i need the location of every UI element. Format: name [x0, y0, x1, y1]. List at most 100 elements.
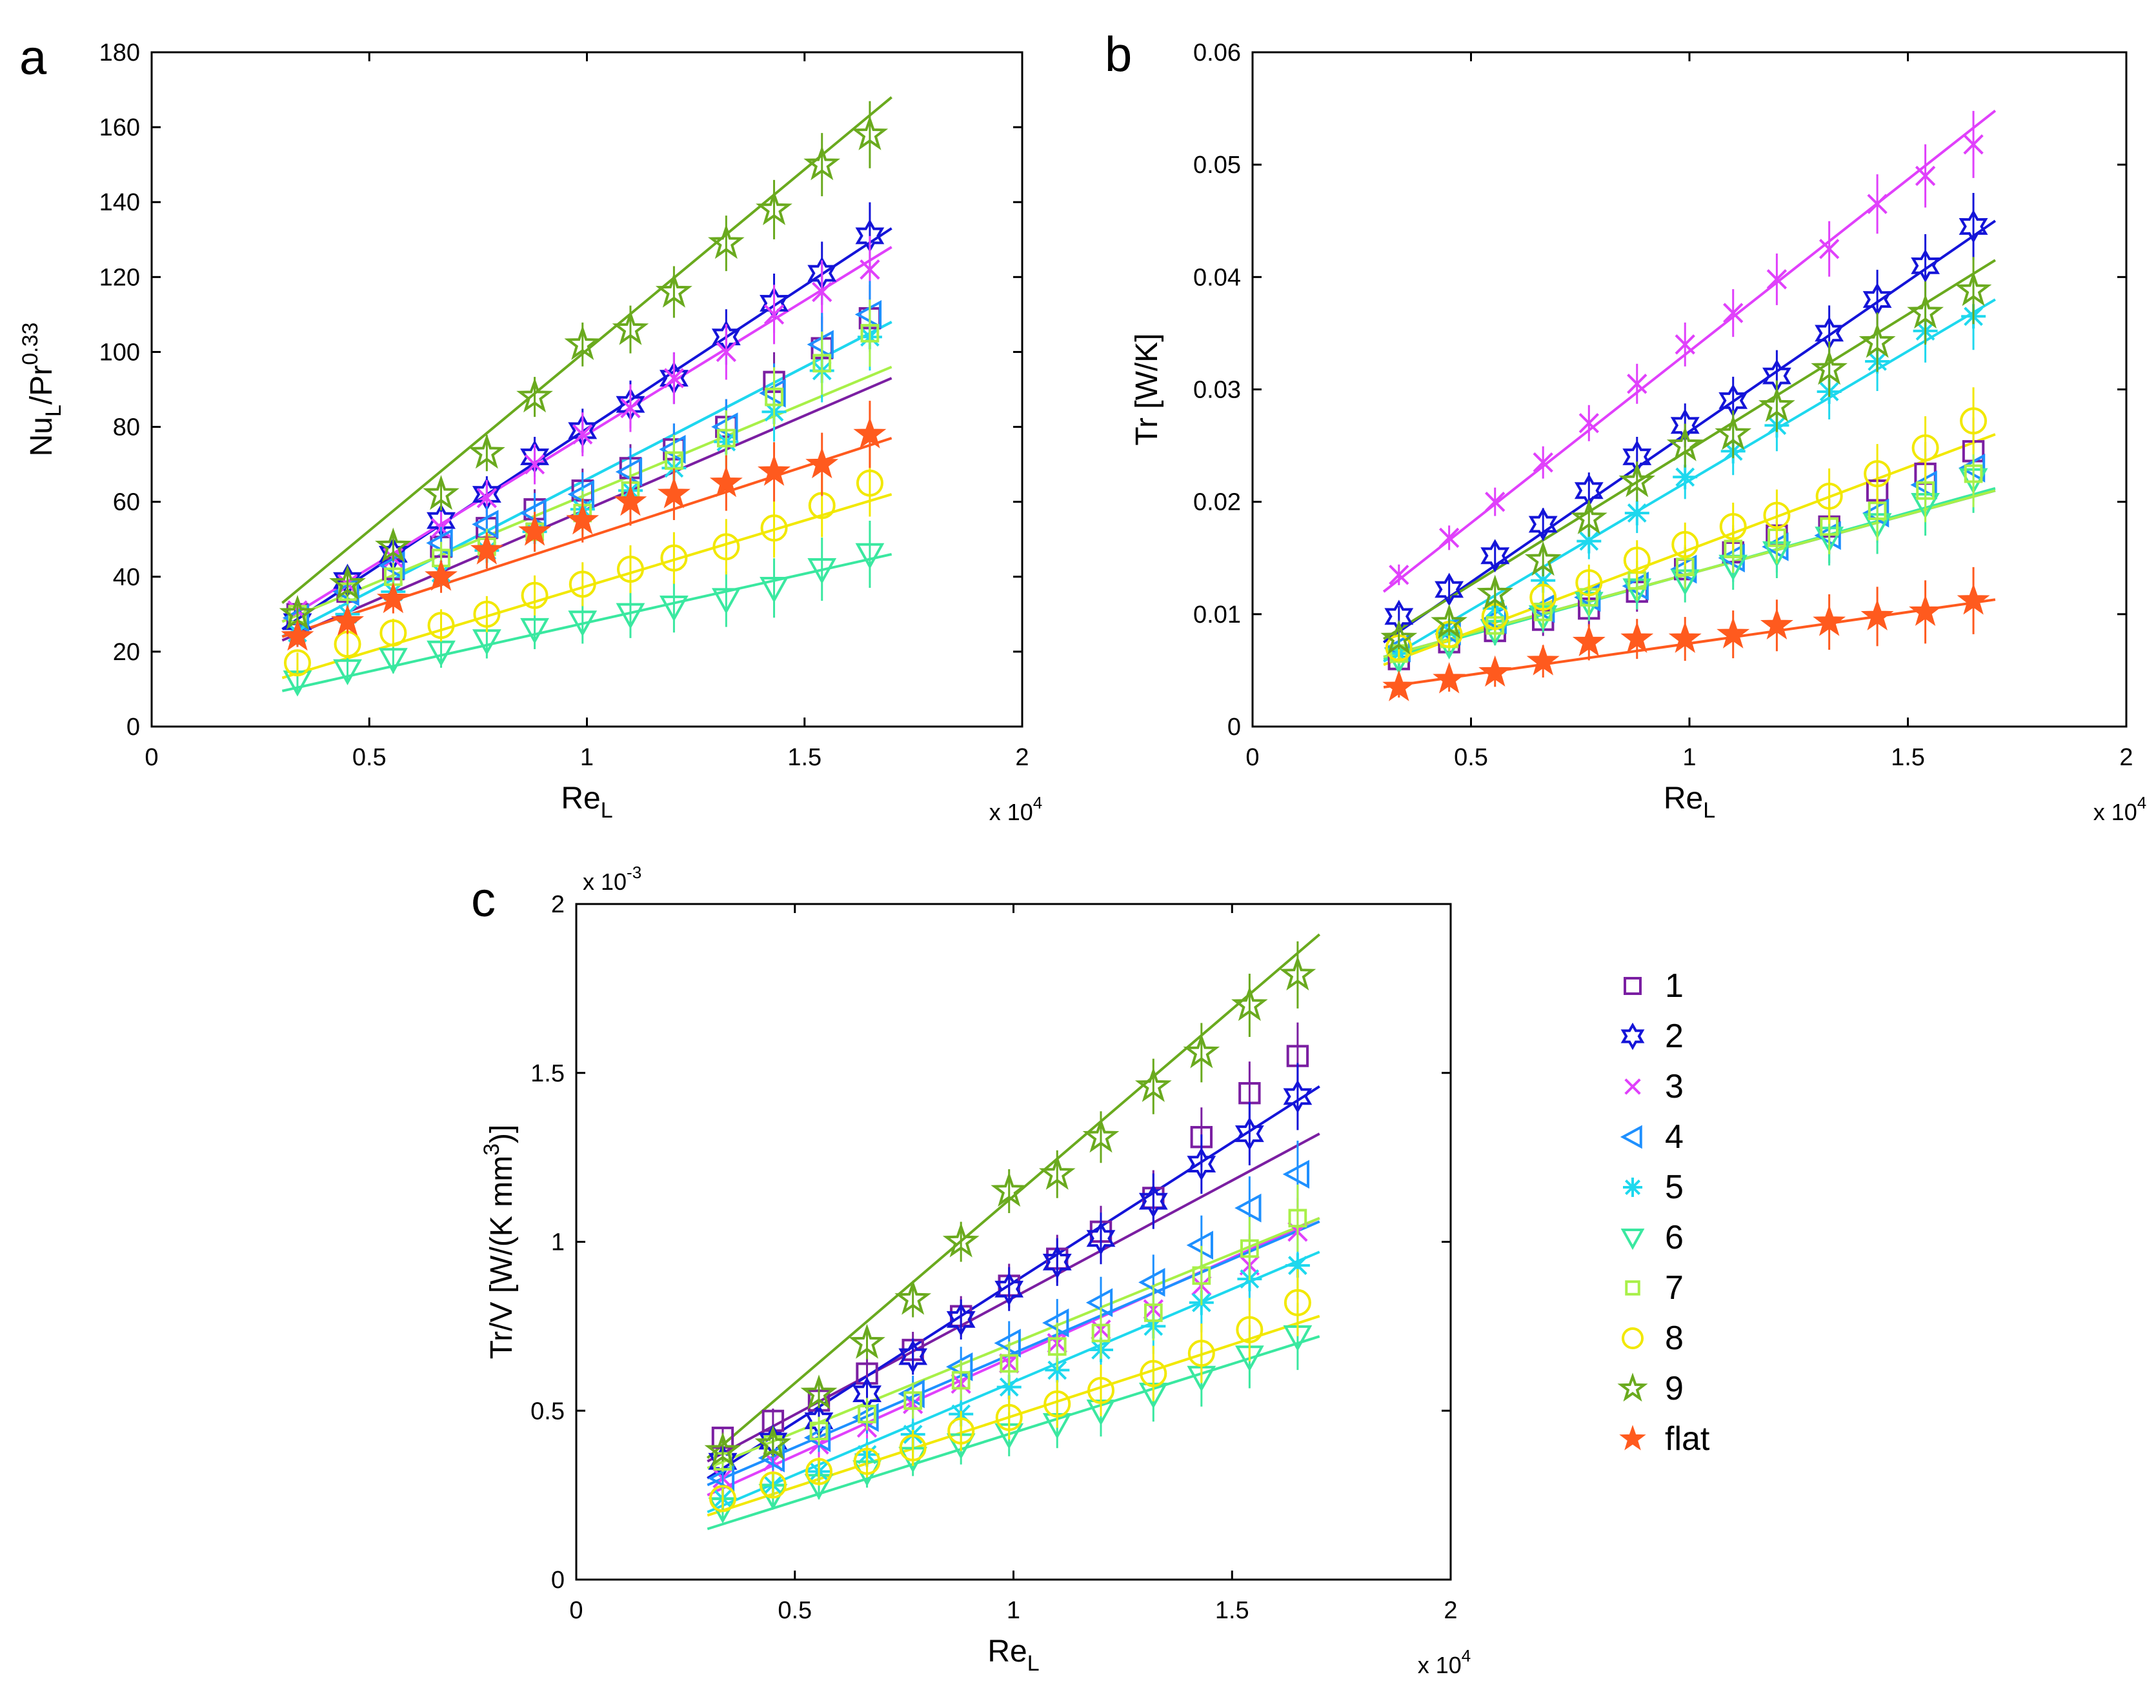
- data-point-flat: [566, 503, 599, 535]
- y-tick-label: 40: [113, 564, 140, 591]
- legend-label-6: 6: [1665, 1219, 1684, 1256]
- x-tick-label: 1.5: [1215, 1597, 1249, 1624]
- data-point-7: [716, 428, 736, 448]
- plot-frame-b: [1251, 51, 2128, 728]
- data-point-5: [1531, 568, 1556, 593]
- legend-marker-shape-6: [1620, 1229, 1645, 1251]
- data-point-3: [1867, 194, 1888, 214]
- y-tick-label: 2: [551, 891, 565, 918]
- data-point-3: [860, 259, 880, 280]
- data-point-3: [1766, 269, 1788, 290]
- data-point-8: [1960, 407, 1988, 435]
- data-point-3: [1723, 303, 1744, 323]
- legend-label-flat: flat: [1665, 1420, 1710, 1458]
- data-point-8: [1575, 569, 1603, 597]
- data-point-2: [1911, 249, 1940, 283]
- data-point-5: [996, 1374, 1022, 1400]
- data-point-7: [812, 354, 832, 373]
- data-point-flat: [1717, 617, 1750, 648]
- x-tick-label: 0.5: [778, 1597, 812, 1624]
- data-point-9: [708, 224, 745, 259]
- fit-line-5: [281, 321, 892, 638]
- legend-marker-shape-1: [1624, 977, 1642, 995]
- data-point-5: [1624, 501, 1649, 526]
- data-point-8: [1529, 583, 1557, 611]
- data-point-flat: [1813, 605, 1846, 636]
- y-tick-label: 0: [551, 1567, 565, 1594]
- legend-marker-shape-3: [1624, 1078, 1641, 1095]
- x-tick-label: 1: [1007, 1597, 1020, 1624]
- data-point-7: [1000, 1354, 1019, 1373]
- data-point-8: [759, 1471, 787, 1499]
- data-point-3: [524, 454, 545, 475]
- legend-entry-6: 6: [1620, 1219, 1684, 1256]
- fit-line-9: [706, 933, 1321, 1460]
- data-point-8: [1815, 482, 1843, 510]
- data-point-8: [1623, 547, 1651, 574]
- y-axis-label-b: Tr [W/K]: [1130, 333, 1164, 445]
- legend-marker-flat: [1619, 1425, 1646, 1451]
- data-point-8: [660, 544, 688, 572]
- data-point-7: [809, 1422, 829, 1441]
- data-point-7: [1964, 464, 1983, 483]
- data-point-flat: [1760, 608, 1793, 639]
- y-exponent-c: x 10-3: [583, 863, 641, 895]
- data-point-4: [1282, 1160, 1310, 1189]
- fit-line-7: [281, 365, 892, 623]
- data-point-9: [655, 272, 692, 308]
- data-point-3: [1675, 334, 1695, 355]
- data-point-8: [521, 581, 549, 609]
- legend-marker-8: [1622, 1327, 1644, 1349]
- data-point-3: [663, 368, 685, 388]
- data-point-5: [1577, 528, 1602, 554]
- legend-marker-7: [1625, 1280, 1640, 1296]
- data-point-9: [1715, 415, 1752, 450]
- panel-label-a: a: [19, 30, 47, 85]
- x-tick-label: 0: [145, 744, 158, 771]
- legend-label-7: 7: [1665, 1269, 1684, 1307]
- data-point-3: [812, 281, 832, 303]
- data-point-7: [951, 1371, 971, 1390]
- data-point-9: [1380, 619, 1418, 655]
- data-point-8: [569, 570, 596, 598]
- legend-marker-9: [1617, 1372, 1648, 1402]
- data-point-flat: [709, 465, 743, 497]
- data-point-9: [564, 325, 601, 360]
- data-point-6: [855, 543, 885, 570]
- x-tick-label: 1.5: [787, 744, 821, 771]
- data-point-4: [1234, 1193, 1262, 1223]
- data-point-5: [1285, 1253, 1310, 1278]
- x-axis-label-a: ReL: [561, 781, 612, 823]
- panel-label-b: b: [1105, 27, 1132, 82]
- data-point-9: [894, 1280, 932, 1315]
- data-point-3: [1438, 527, 1460, 548]
- x-tick-label: 0.5: [1454, 744, 1488, 771]
- y-tick-label: 160: [99, 114, 140, 141]
- fit-line-7: [707, 1217, 1320, 1470]
- y-tick-label: 140: [99, 189, 140, 216]
- data-point-8: [856, 469, 883, 497]
- data-point-8: [1043, 1390, 1071, 1418]
- fit-line-8: [1383, 433, 1996, 667]
- x-tick-label: 0: [1245, 744, 1259, 771]
- data-point-7: [858, 1405, 876, 1423]
- y-axis-label-c: Tr/V [W/(K mm3)]: [479, 1125, 519, 1360]
- data-point-9: [1570, 499, 1607, 534]
- x-tick-label: 2: [1015, 744, 1029, 771]
- data-point-2: [1528, 507, 1558, 541]
- data-point-flat: [1526, 644, 1560, 676]
- data-point-3: [1818, 239, 1840, 259]
- y-tick-label: 0: [126, 714, 140, 741]
- x-tick-label: 0: [569, 1597, 583, 1624]
- data-point-flat: [758, 454, 791, 486]
- legend-marker-6: [1620, 1229, 1645, 1251]
- data-point-flat: [1957, 583, 1990, 615]
- data-point-8: [709, 1485, 736, 1512]
- fit-line-3: [1382, 109, 1997, 593]
- data-point-8: [1763, 501, 1791, 529]
- data-point-9: [1955, 271, 1992, 306]
- data-point-flat: [1620, 621, 1654, 653]
- data-point-9: [1431, 603, 1467, 639]
- x-axis-label-b: ReL: [1664, 781, 1715, 823]
- x-axis-label-c: ReL: [987, 1634, 1039, 1676]
